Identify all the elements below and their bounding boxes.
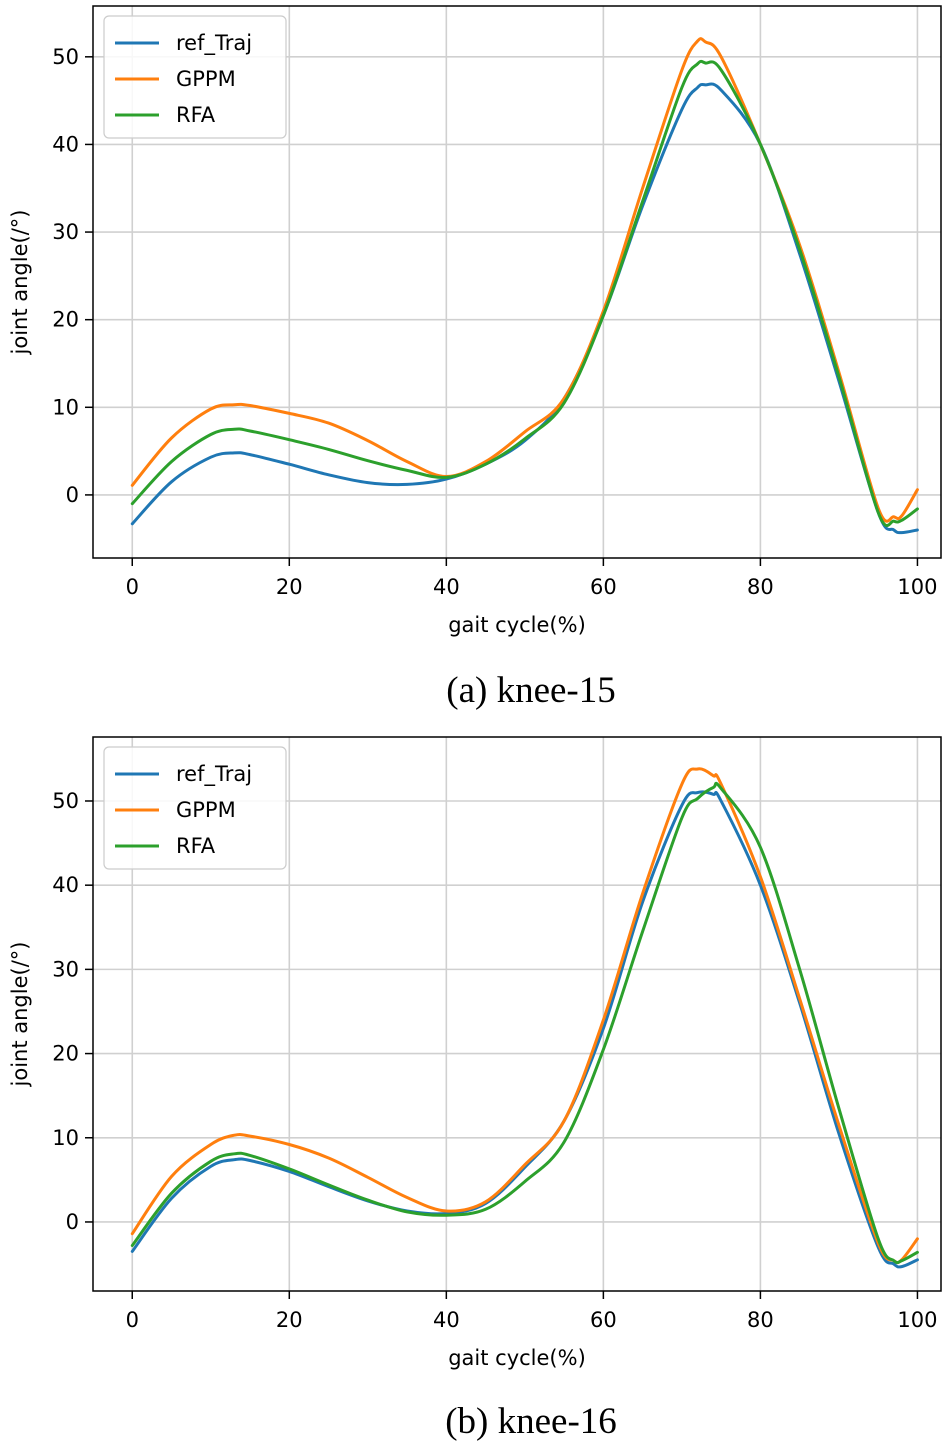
y-tick-label: 20 <box>52 308 79 332</box>
legend-label: ref_Traj <box>176 31 252 56</box>
x-tick-label: 20 <box>276 575 303 599</box>
y-axis-label: joint angle(/°) <box>8 210 32 356</box>
y-tick-label: 30 <box>52 957 79 981</box>
y-axis-label: joint angle(/°) <box>8 942 32 1088</box>
legend-box <box>103 15 287 139</box>
chart-panel-2: 0 20 40 60 80 100 0 10 20 30 40 50 gait cycle(%) join… <box>8 736 942 1442</box>
x-tick-label: 20 <box>276 1308 303 1332</box>
y-tick-label: 0 <box>66 483 79 507</box>
y-tick-label: 0 <box>66 1210 79 1234</box>
legend-label: RFA <box>176 103 216 127</box>
y-tick-label: 40 <box>52 873 79 897</box>
x-tick-label: 0 <box>126 575 139 599</box>
series-line-gppm <box>130 767 919 1265</box>
x-tick-label: 40 <box>433 1308 460 1332</box>
series-line-rfa <box>130 781 919 1265</box>
legend-label: ref_Traj <box>176 762 252 787</box>
y-tick-label: 10 <box>52 1126 79 1150</box>
panel-caption: (b) knee-16 <box>445 1401 617 1442</box>
legend: ref_Traj GPPM RFA <box>103 15 287 139</box>
plot-frame <box>92 736 942 1292</box>
plot-frame <box>92 5 942 559</box>
x-tick-label: 0 <box>126 1308 139 1332</box>
x-tick-label: 80 <box>747 575 774 599</box>
legend-label: RFA <box>176 834 216 858</box>
x-tick-label: 60 <box>590 1308 617 1332</box>
legend-box <box>103 746 287 870</box>
legend: ref_Traj GPPM RFA <box>103 746 287 870</box>
x-axis-label: gait cycle(%) <box>448 1346 586 1370</box>
y-tick-label: 10 <box>52 395 79 419</box>
x-tick-label: 100 <box>897 1308 937 1332</box>
x-tick-label: 40 <box>433 575 460 599</box>
series-line-ref-traj <box>130 790 919 1269</box>
series-line-rfa <box>130 59 919 527</box>
x-tick-label: 100 <box>897 575 937 599</box>
x-tick-label: 80 <box>747 1308 774 1332</box>
y-tick-label: 50 <box>52 789 79 813</box>
y-tick-label: 50 <box>52 45 79 69</box>
y-tick-label: 30 <box>52 220 79 244</box>
chart-panel-1: 0 20 40 60 80 100 0 10 20 30 40 50 gait cycle(%) join… <box>8 5 942 711</box>
panel-caption: (a) knee-15 <box>446 670 615 711</box>
legend-label: GPPM <box>176 67 236 91</box>
x-axis-label: gait cycle(%) <box>448 613 586 637</box>
y-tick-label: 40 <box>52 132 79 156</box>
y-tick-label: 20 <box>52 1042 79 1066</box>
x-tick-label: 60 <box>590 575 617 599</box>
series-line-ref-traj <box>130 82 919 535</box>
legend-label: GPPM <box>176 798 236 822</box>
